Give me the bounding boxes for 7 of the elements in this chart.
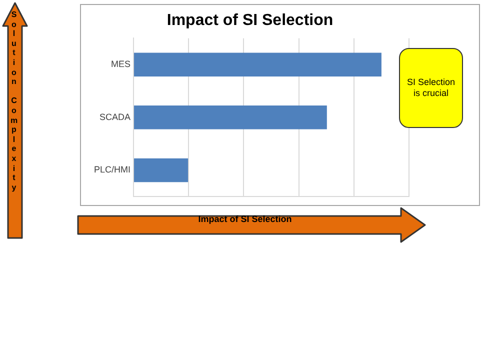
text: Solution Complexity bbox=[10, 10, 18, 192]
y-tick-label: PLC/HMI bbox=[94, 164, 131, 175]
x-axis-title: Impact of SI Selection bbox=[197, 214, 293, 224]
y-tick-label: SCADA bbox=[99, 112, 131, 122]
text: SI Selection is crucial bbox=[399, 48, 463, 128]
chart-title: Impact of SI Selection bbox=[166, 12, 334, 30]
y-tick-label: MES bbox=[110, 59, 131, 70]
